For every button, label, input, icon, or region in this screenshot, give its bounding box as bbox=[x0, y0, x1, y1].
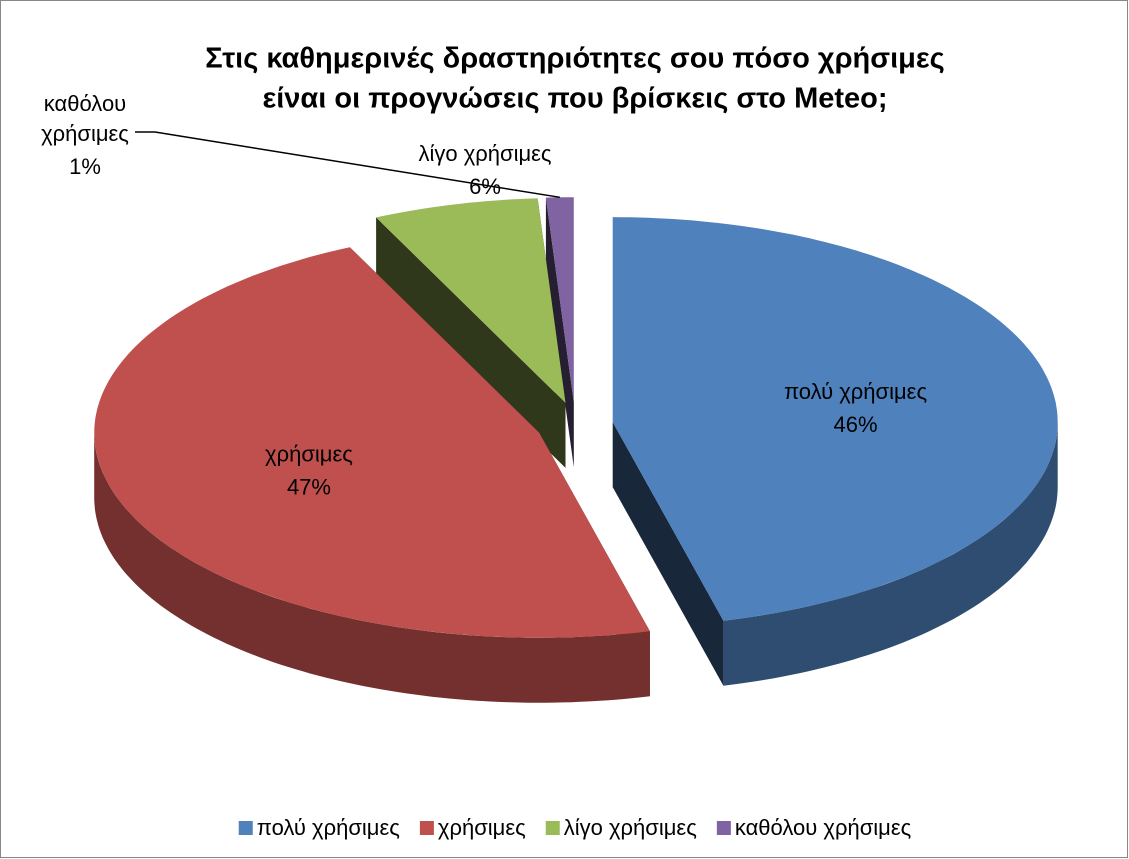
legend-label: χρήσιμες bbox=[438, 815, 526, 840]
data-label-name: λίγο χρήσιμες bbox=[418, 141, 551, 166]
legend-swatch bbox=[545, 821, 560, 835]
data-label-name: χρήσιμες bbox=[265, 442, 353, 467]
slice-wall bbox=[723, 422, 1058, 686]
data-label-value: 46% bbox=[833, 412, 877, 437]
legend-item: λίγο χρήσιμες bbox=[545, 815, 697, 840]
legend-label: καθόλου χρήσιμες bbox=[735, 815, 911, 840]
legend-item: καθόλου χρήσιμες bbox=[716, 815, 911, 840]
data-label-name: καθόλου χρήσιμες bbox=[41, 91, 129, 146]
slice-side bbox=[612, 422, 724, 686]
legend-label: πολύ χρήσιμες bbox=[257, 815, 400, 840]
slice bbox=[94, 247, 650, 703]
slice-side bbox=[376, 217, 566, 468]
slice-wall bbox=[94, 432, 650, 703]
slice bbox=[545, 197, 574, 468]
data-label-name: πολύ χρήσιμες bbox=[784, 379, 927, 404]
legend-swatch bbox=[419, 821, 434, 835]
chart-title: είναι οι προγνώσεις που βρίσκεις στο Met… bbox=[262, 83, 887, 115]
slice bbox=[376, 198, 566, 468]
legend-label: λίγο χρήσιμες bbox=[564, 815, 697, 840]
legend-swatch bbox=[716, 821, 731, 835]
data-label-value: 47% bbox=[287, 475, 331, 500]
slice bbox=[612, 217, 1058, 686]
leader-line bbox=[135, 131, 560, 199]
slice bbox=[94, 247, 650, 638]
slice-side bbox=[545, 197, 574, 468]
legend-item: πολύ χρήσιμες bbox=[238, 815, 400, 840]
slice bbox=[376, 198, 566, 403]
legend-swatch bbox=[238, 821, 253, 835]
slice bbox=[545, 197, 574, 403]
legend-item: χρήσιμες bbox=[419, 815, 526, 840]
data-label-value: 1% bbox=[69, 154, 101, 179]
chart-title: Στις καθημερινές δραστηριότητες σου πόσο… bbox=[205, 43, 944, 75]
slice bbox=[612, 217, 1058, 621]
